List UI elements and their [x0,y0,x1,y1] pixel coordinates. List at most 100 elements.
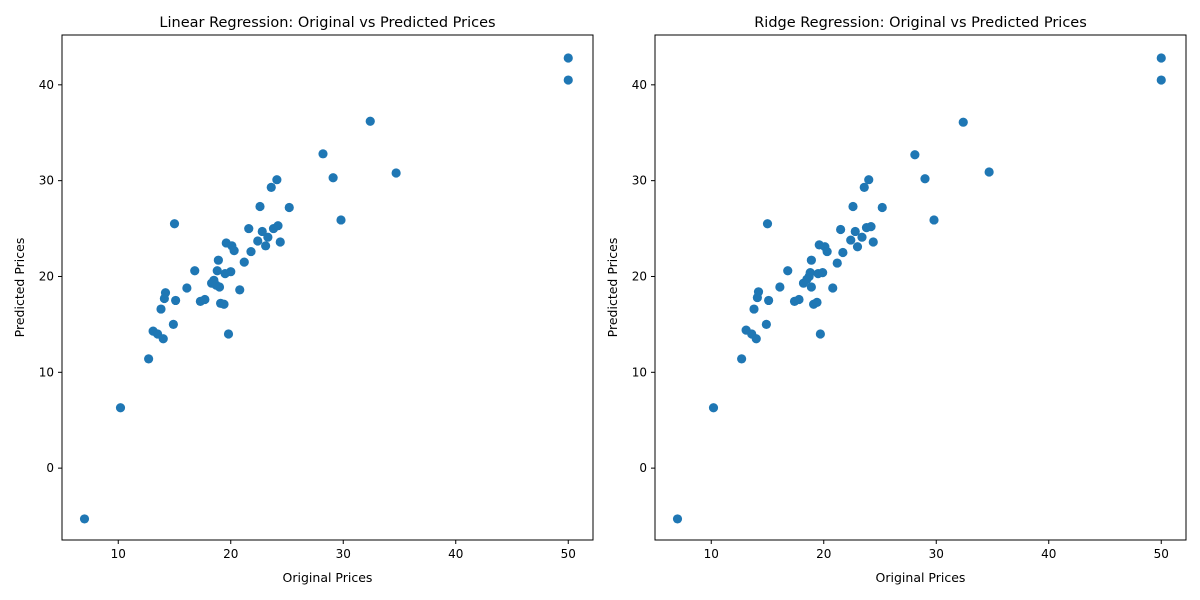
scatter-point [391,168,401,178]
y-axis-label: Predicted Prices [12,238,27,338]
x-axis-label: Original Prices [283,570,373,585]
scatter-point [275,237,285,247]
scatter-point [158,334,168,344]
x-tick-label: 30 [929,547,944,561]
scatter-point [708,403,719,413]
x-tick-label: 10 [704,547,719,561]
chart-title: Linear Regression: Original vs Predicted… [159,15,495,31]
scatter-point [775,282,785,292]
scatter-point [737,354,747,364]
scatter-point [266,182,276,192]
scatter-point [868,237,878,247]
scatter-point [365,116,375,126]
scatter-point [257,226,267,237]
scatter-point [229,246,239,256]
scatter-points [672,53,1166,524]
scatter-point [859,182,869,192]
scatter-point [1156,75,1166,85]
x-tick-label: 40 [448,547,463,561]
scatter-point [864,175,874,185]
scatter-point [244,223,254,234]
scatter-point [806,282,816,292]
scatter-point [783,266,793,276]
y-tick-label: 20 [39,269,54,283]
y-axis-label: Predicted Prices [605,238,620,338]
scatter-point [832,258,842,268]
scatter-point [144,354,154,364]
x-tick-label: 30 [336,547,351,561]
chart-title: Ridge Regression: Original vs Predicted … [754,15,1087,31]
scatter-point [235,285,245,295]
scatter-point [753,287,764,297]
x-tick-label: 20 [816,547,831,561]
scatter-point [836,224,846,235]
y-tick-label: 40 [632,78,647,92]
scatter-point [563,75,573,85]
scatter-point [200,294,210,305]
scatter-point [877,202,887,213]
scatter-point [273,221,283,231]
y-tick-label: 40 [39,78,54,92]
y-tick-label: 10 [632,365,647,379]
scatter-point [910,150,920,160]
x-tick-label: 50 [561,547,576,561]
linear-regression-panel: Linear Regression: Original vs Predicted… [12,15,594,585]
scatter-point [214,282,225,292]
y-tick-label: 0 [639,461,647,475]
scatter-point [156,304,166,314]
plot-frame [61,34,594,541]
scatter-point [253,236,263,246]
scatter-point [805,268,815,278]
scatter-point [846,235,856,245]
scatter-point [812,297,822,307]
axis-ticks: 10 20 30 40 50 0 10 20 30 40 [632,78,1169,561]
y-tick-label: 10 [39,365,54,379]
scatter-point [160,288,171,298]
ridge-regression-panel: Ridge Regression: Original vs Predicted … [605,15,1187,585]
scatter-point [318,149,328,159]
scatter-point [171,295,181,306]
scatter-point [168,319,178,329]
scatter-point [761,319,771,329]
scatter-point [751,334,761,344]
scatter-point [336,215,346,225]
scatter-point [857,232,867,242]
x-tick-label: 20 [223,547,238,561]
x-tick-label: 50 [1154,547,1169,561]
scatter-point [848,201,858,212]
x-axis-label: Original Prices [876,570,966,585]
scatter-point [263,232,273,242]
scatter-point [563,53,573,63]
x-tick-label: 10 [111,547,126,561]
scatter-point [838,247,848,258]
scatter-point [794,294,804,305]
x-tick-label: 40 [1041,547,1056,561]
scatter-point [115,403,126,413]
scatter-point [958,117,968,127]
scatter-point [866,222,876,232]
y-tick-label: 20 [632,269,647,283]
scatter-point [246,246,256,257]
scatter-point [822,246,832,257]
scatter-point [190,266,200,276]
scatter-point [219,299,229,309]
y-tick-label: 30 [632,174,647,188]
scatter-point [182,283,192,293]
scatter-point [984,167,994,177]
scatter-point [272,175,282,185]
scatter-point [929,215,939,225]
scatter-points [79,53,573,524]
scatter-point [828,283,838,293]
scatter-point [261,241,271,251]
scatter-point [1156,53,1166,63]
scatter-point [255,201,265,212]
scatter-point [239,257,249,267]
scatter-point [226,267,236,277]
plot-frame [654,34,1187,541]
scatter-point [852,242,863,252]
scatter-point [212,266,222,276]
scatter-point [213,255,223,265]
scatter-point [850,226,860,237]
scatter-point [284,202,294,213]
